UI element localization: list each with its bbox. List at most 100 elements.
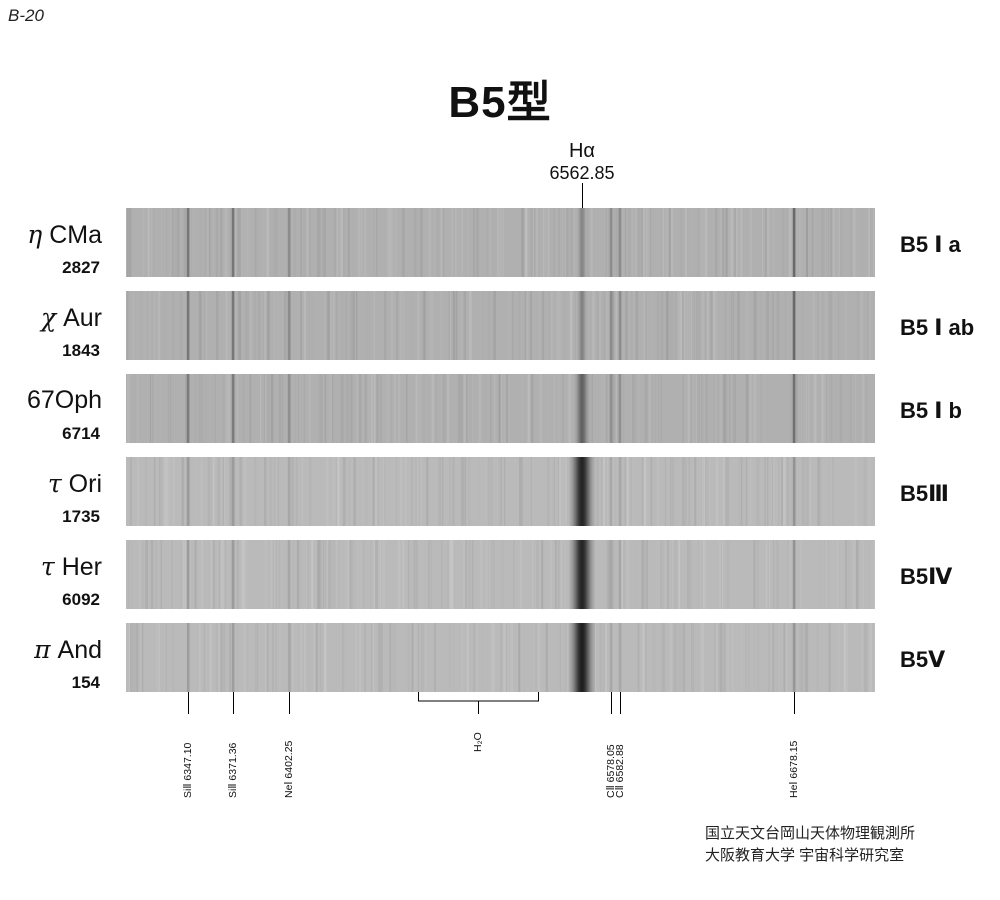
spectrum-texture-line <box>870 208 872 277</box>
spectrum-texture-line <box>344 540 347 609</box>
spectrum-texture-line <box>442 457 444 526</box>
spectrum-texture-line <box>261 374 262 443</box>
halpha-absorption <box>584 291 586 360</box>
spectrum-texture-line <box>223 457 225 526</box>
spectrum-texture-line <box>795 457 797 526</box>
spectrum-texture-line <box>562 457 563 526</box>
spectrum-texture-line <box>668 208 671 277</box>
star-designation: Aur <box>63 304 102 332</box>
spectrum-texture-line <box>326 291 328 360</box>
star-name: π And <box>0 635 102 665</box>
spectrum-strip <box>126 457 875 526</box>
spectrum-texture-line <box>658 374 659 443</box>
spectrum-texture-line <box>379 540 383 609</box>
spectrum-texture-line <box>763 457 765 526</box>
spectrum-texture-line <box>732 623 734 692</box>
spectrum-texture-line <box>868 623 871 692</box>
spectral-line-label: NeⅠ 6402.25 <box>283 740 295 798</box>
halpha-absorption <box>577 623 580 692</box>
spectrum-texture-line <box>230 623 233 692</box>
spectrum-texture-line <box>692 623 694 692</box>
spectrum-texture-line <box>762 208 763 277</box>
spectrum-texture-line <box>535 208 539 277</box>
absorption-line <box>287 374 291 443</box>
spectrum-texture-line <box>567 374 570 443</box>
spectrum-texture-line <box>520 457 523 526</box>
h2o-label: H₂O <box>472 732 484 752</box>
spectrum-texture-line <box>471 540 473 609</box>
spectrum-texture-line <box>591 291 593 360</box>
spectrum-texture-line <box>300 291 302 360</box>
spectrum-texture-line <box>351 208 354 277</box>
spectrum-texture-line <box>632 457 635 526</box>
spectrum-texture-line <box>711 457 713 526</box>
spectrum-texture-line <box>825 540 827 609</box>
spectrum-texture-line <box>700 374 702 443</box>
spectrum-texture-line <box>234 374 236 443</box>
spectrum-texture-line <box>726 623 730 692</box>
spectrum-texture-line <box>814 374 817 443</box>
spectral-line-label: HeⅠ 6678.15 <box>788 740 800 798</box>
spectrum-texture-line <box>637 623 640 692</box>
spectrum-texture-line <box>419 540 422 609</box>
spectrum-texture-line <box>868 208 870 277</box>
spectrum-texture-line <box>874 540 875 609</box>
spectrum-texture-line <box>468 540 471 609</box>
halpha-absorption <box>583 457 585 526</box>
spectrum-texture-line <box>778 457 780 526</box>
halpha-absorption <box>585 540 587 609</box>
spectrum-texture-line <box>451 291 453 360</box>
spectrum-texture-line <box>729 291 732 360</box>
spectrum-texture-line <box>228 291 231 360</box>
spectrum-texture-line <box>692 291 695 360</box>
spectrum-texture-line <box>830 291 833 360</box>
spectrum-strip <box>126 540 875 609</box>
spectrum-texture-line <box>820 208 823 277</box>
spectrum-texture-line <box>412 457 415 526</box>
spectrum-texture-line <box>394 208 396 277</box>
spectrum-texture-line <box>848 540 851 609</box>
spectrum-texture-line <box>499 208 502 277</box>
spectrum-texture-line <box>480 540 483 609</box>
spectrum-texture-line <box>437 208 440 277</box>
spectrum-texture-line <box>628 291 631 360</box>
spectrum-texture-line <box>646 208 647 277</box>
spectrum-texture-line <box>469 457 471 526</box>
spectrum-texture-line <box>630 457 632 526</box>
halpha-absorption <box>577 208 579 277</box>
spectrum-texture-line <box>243 540 246 609</box>
spectrum-texture-line <box>613 540 615 609</box>
spectrum-texture-line <box>299 208 302 277</box>
spectrum-texture-line <box>482 291 484 360</box>
spectrum-texture-line <box>660 374 663 443</box>
spectrum-texture-line <box>558 540 560 609</box>
spectrum-texture-line <box>602 623 604 692</box>
spectrum-texture-line <box>687 457 691 526</box>
spectrum-texture-line <box>262 208 264 277</box>
spectrum-texture-line <box>230 208 233 277</box>
spectrum-texture-line <box>598 291 601 360</box>
spectrum-texture-line <box>599 540 602 609</box>
spectrum-texture-line <box>370 623 372 692</box>
spectrum-texture-line <box>137 457 139 526</box>
spectrum-texture-line <box>390 374 392 443</box>
spectrum-texture-line <box>484 457 487 526</box>
halpha-absorption <box>572 623 575 692</box>
spectral-line-label: SiⅡ 6371.36 <box>227 742 239 798</box>
spectrum-texture-line <box>233 208 236 277</box>
spectrum-texture-line <box>822 208 825 277</box>
spectrum-texture-line <box>335 540 338 609</box>
spectrum-texture-line <box>305 208 307 277</box>
halpha-absorption <box>577 291 579 360</box>
spectrum-texture-line <box>348 374 351 443</box>
spectrum-texture-line <box>320 374 323 443</box>
spectrum-texture-line <box>562 208 564 277</box>
spectrum-texture-line <box>783 623 786 692</box>
spectrum-texture-line <box>276 540 277 609</box>
spectrum-texture-line <box>671 623 674 692</box>
spectrum-texture-line <box>324 623 327 692</box>
spectrum-texture-line <box>148 291 150 360</box>
halpha-absorption <box>593 457 595 526</box>
spectrum-texture-line <box>772 457 776 526</box>
spectrum-texture-line <box>434 208 437 277</box>
